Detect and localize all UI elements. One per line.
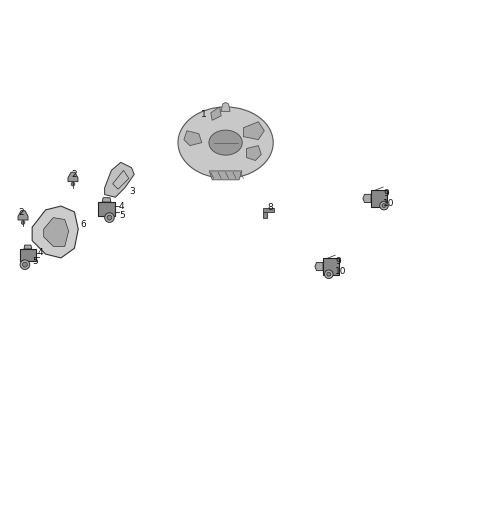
Text: 9: 9: [383, 189, 389, 198]
Circle shape: [23, 262, 27, 267]
Polygon shape: [246, 145, 261, 160]
Text: 8: 8: [268, 203, 274, 212]
Polygon shape: [44, 218, 69, 246]
Polygon shape: [184, 131, 202, 145]
Text: 2: 2: [71, 170, 77, 179]
Text: 6: 6: [81, 220, 86, 229]
Polygon shape: [315, 263, 323, 271]
Text: 3: 3: [130, 187, 135, 196]
Circle shape: [324, 270, 333, 279]
Polygon shape: [323, 259, 339, 275]
Polygon shape: [263, 212, 267, 218]
Ellipse shape: [178, 107, 273, 178]
Text: 5: 5: [119, 211, 125, 220]
Ellipse shape: [209, 130, 242, 155]
Text: 2: 2: [18, 208, 24, 217]
Polygon shape: [209, 171, 242, 180]
Polygon shape: [20, 249, 36, 261]
Text: 1: 1: [201, 110, 206, 119]
Polygon shape: [24, 245, 32, 249]
Text: 4: 4: [119, 202, 125, 211]
Polygon shape: [371, 190, 387, 206]
Polygon shape: [102, 198, 111, 202]
Text: 10: 10: [335, 267, 347, 276]
Polygon shape: [211, 107, 221, 120]
Text: 10: 10: [383, 199, 395, 208]
Polygon shape: [221, 102, 230, 112]
Polygon shape: [18, 210, 28, 220]
Circle shape: [107, 215, 112, 220]
Polygon shape: [98, 202, 115, 216]
Circle shape: [71, 182, 75, 186]
Text: 5: 5: [33, 257, 38, 266]
Circle shape: [21, 221, 25, 224]
Text: 4: 4: [37, 248, 43, 257]
Circle shape: [327, 272, 331, 276]
Polygon shape: [263, 207, 274, 212]
Polygon shape: [243, 122, 264, 140]
Text: 9: 9: [335, 257, 341, 266]
Polygon shape: [68, 172, 78, 182]
Circle shape: [382, 204, 386, 207]
Polygon shape: [32, 206, 78, 258]
Circle shape: [380, 201, 388, 210]
Circle shape: [20, 260, 30, 269]
Polygon shape: [363, 195, 371, 202]
Circle shape: [105, 213, 114, 222]
Polygon shape: [105, 162, 134, 197]
